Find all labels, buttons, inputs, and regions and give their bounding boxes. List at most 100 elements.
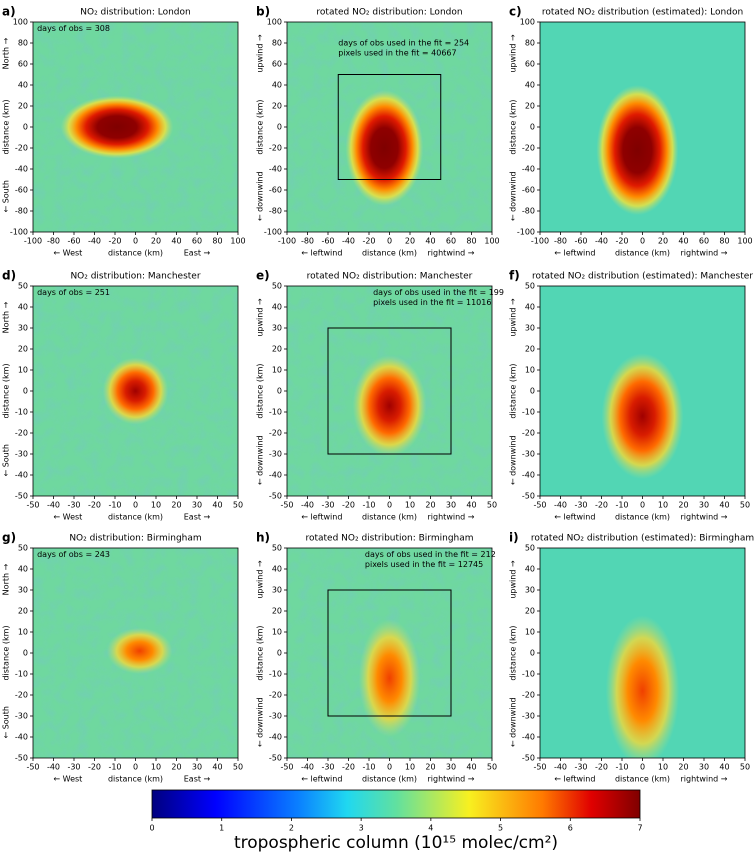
- x-axis-label: distance (km): [362, 775, 417, 784]
- x-tick-label: -40: [47, 763, 60, 772]
- y-axis-label: North →: [2, 37, 11, 69]
- y-tick-label: 30: [525, 324, 535, 333]
- chart-title: rotated NO₂ distribution: Birmingham: [305, 534, 473, 544]
- chart-title: NO₂ distribution: Birmingham: [69, 534, 201, 544]
- y-axis-label: distance (km): [256, 625, 265, 680]
- y-tick-label: -60: [522, 186, 535, 195]
- colorbar-tick-label: 1: [219, 824, 224, 833]
- y-tick-label: 100: [520, 18, 535, 27]
- panel-label: g): [2, 531, 16, 545]
- heatmap-field: [287, 286, 492, 496]
- panel-label: f): [509, 269, 520, 283]
- x-axis-label: rightwind →: [428, 775, 475, 784]
- x-axis-label: ← leftwind: [301, 775, 342, 784]
- y-axis-label: distance (km): [2, 99, 11, 154]
- x-tick-label: 100: [230, 237, 245, 246]
- x-tick-label: 30: [699, 763, 709, 772]
- y-tick-label: -20: [522, 429, 535, 438]
- x-axis-label: distance (km): [362, 513, 417, 522]
- x-tick-label: 40: [212, 763, 222, 772]
- y-tick-label: 0: [530, 649, 535, 658]
- y-tick-label: 0: [277, 649, 282, 658]
- y-tick-label: 0: [277, 123, 282, 132]
- y-tick-label: 10: [272, 366, 282, 375]
- y-axis-label: upwind →: [256, 34, 265, 73]
- y-tick-label: -10: [522, 408, 535, 417]
- y-axis-label: upwind →: [509, 34, 518, 73]
- y-tick-label: -40: [15, 471, 28, 480]
- y-axis-label: upwind →: [256, 560, 265, 599]
- annotation: days of obs used in the fit = 199: [373, 288, 504, 297]
- panel-label: e): [256, 269, 270, 283]
- chart-title: rotated NO₂ distribution (estimated): Ma…: [532, 272, 753, 282]
- y-tick-label: -20: [522, 144, 535, 153]
- y-tick-label: 10: [18, 366, 28, 375]
- annotation: days of obs used in the fit = 212: [365, 550, 496, 559]
- y-axis-label: upwind →: [509, 560, 518, 599]
- x-tick-label: 20: [171, 501, 181, 510]
- x-tick-label: -20: [362, 237, 375, 246]
- y-tick-label: -10: [269, 408, 282, 417]
- x-tick-label: 0: [387, 237, 392, 246]
- x-tick-label: -50: [280, 501, 293, 510]
- panel-label: i): [509, 531, 519, 545]
- x-tick-label: 80: [719, 237, 729, 246]
- y-tick-label: -50: [522, 754, 535, 763]
- x-axis-label: distance (km): [615, 775, 670, 784]
- x-axis-label: rightwind →: [681, 249, 728, 258]
- chart-title: rotated NO₂ distribution (estimated): Bi…: [531, 534, 754, 544]
- x-axis-label: ← leftwind: [301, 513, 342, 522]
- y-tick-label: 0: [530, 123, 535, 132]
- x-tick-label: -40: [554, 501, 567, 510]
- y-tick-label: 20: [525, 102, 535, 111]
- x-tick-label: 10: [658, 763, 668, 772]
- x-axis-label: distance (km): [108, 249, 163, 258]
- y-tick-label: 30: [272, 324, 282, 333]
- x-tick-label: -60: [321, 237, 334, 246]
- y-tick-label: 20: [18, 607, 28, 616]
- x-axis-label: distance (km): [362, 249, 417, 258]
- x-tick-label: 30: [446, 763, 456, 772]
- x-tick-label: 0: [133, 237, 138, 246]
- y-tick-label: -50: [15, 492, 28, 501]
- x-tick-label: 50: [487, 501, 497, 510]
- y-tick-label: 0: [277, 387, 282, 396]
- y-axis-label: distance (km): [256, 99, 265, 154]
- x-tick-label: 40: [466, 501, 476, 510]
- panel: -50 -40 -30 -20 -10 0 10 20 30 40 50 -50 -40 -30 -20 -1…: [509, 531, 755, 784]
- y-axis-label: ← downwind: [509, 697, 518, 747]
- x-tick-label: -10: [615, 763, 628, 772]
- y-tick-label: -30: [522, 712, 535, 721]
- y-tick-label: -50: [522, 492, 535, 501]
- x-tick-label: -30: [574, 763, 587, 772]
- y-tick-label: -20: [15, 429, 28, 438]
- x-tick-label: -10: [362, 501, 375, 510]
- x-tick-label: 50: [233, 763, 243, 772]
- y-tick-label: 100: [267, 18, 282, 27]
- panel: -100 -80 -60 -40 -20 0 20 40 60 80 100 -100 -80 -60 -4…: [256, 5, 500, 258]
- panel-label: d): [2, 269, 16, 283]
- y-tick-label: -40: [522, 165, 535, 174]
- panel-label: h): [256, 531, 270, 545]
- x-tick-label: -80: [554, 237, 567, 246]
- y-tick-label: 40: [525, 81, 535, 90]
- heatmap-field: [33, 286, 238, 496]
- y-axis-label: distance (km): [509, 363, 518, 418]
- y-tick-label: 30: [525, 586, 535, 595]
- y-tick-label: 60: [525, 60, 535, 69]
- x-tick-label: -40: [595, 237, 608, 246]
- y-axis-label: ← South: [2, 444, 11, 477]
- x-axis-label: ← West: [53, 249, 82, 258]
- fit-box: [327, 327, 452, 455]
- y-tick-label: -80: [15, 207, 28, 216]
- y-tick-label: 20: [525, 607, 535, 616]
- x-tick-label: 0: [133, 501, 138, 510]
- annotation: days of obs = 251: [37, 288, 110, 297]
- y-axis-label: distance (km): [256, 363, 265, 418]
- y-tick-label: 50: [272, 282, 282, 291]
- x-axis-label: ← leftwind: [554, 249, 595, 258]
- panel: -50 -40 -30 -20 -10 0 10 20 30 40 50 -50 -40 -30 -20 -1…: [256, 531, 498, 784]
- hotspot: [358, 619, 421, 737]
- y-axis-label: ← downwind: [256, 171, 265, 221]
- x-tick-label: 10: [151, 763, 161, 772]
